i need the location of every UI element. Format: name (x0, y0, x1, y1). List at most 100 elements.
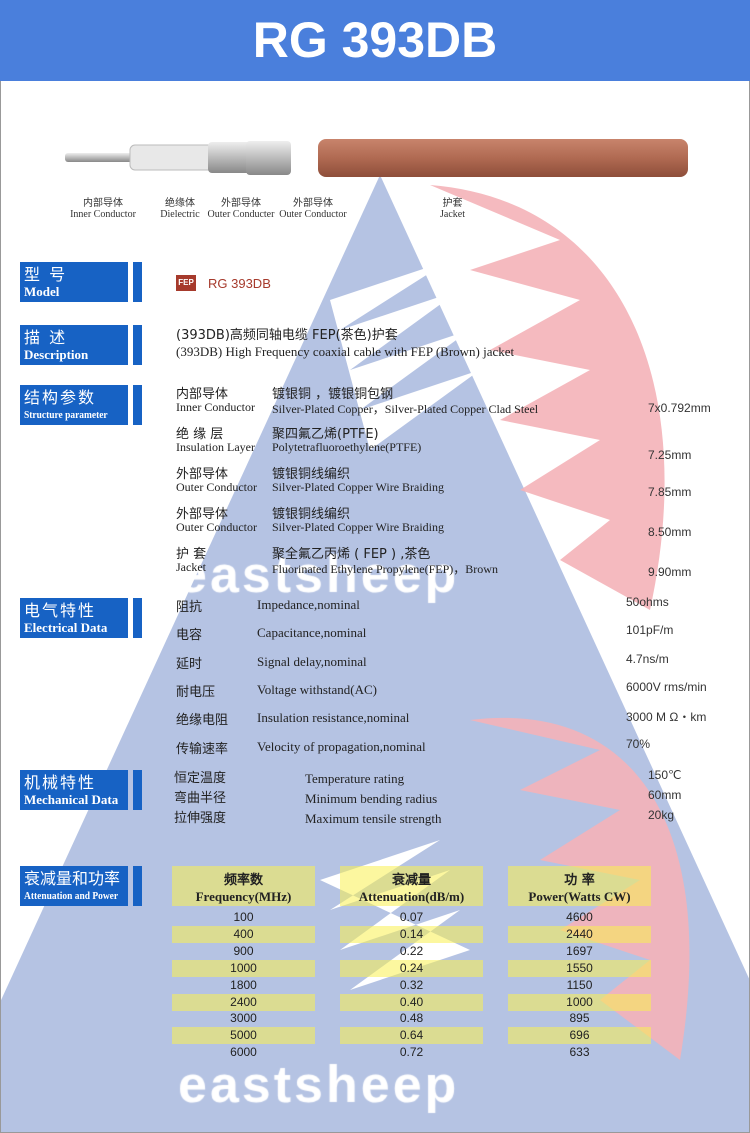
section-label-description: 描 述 Description (20, 325, 128, 365)
electrical-name-en: Capacitance,nominal (257, 625, 367, 641)
electrical-value: 4.7ns/m (626, 651, 669, 666)
table-cell: 0.07 (399, 910, 424, 924)
table-cell: 1800 (230, 977, 257, 992)
electrical-value: 101pF/m (626, 623, 674, 638)
structure-material-cn: 聚全氟乙丙烯 ( FEP ) ,茶色 (272, 547, 431, 562)
electrical-value: 3000 M Ω・km (626, 710, 707, 725)
structure-name-cn: 绝 缘 层 (176, 427, 224, 442)
table-cell: 0.64 (340, 1027, 483, 1045)
model-value: RG 393DB (208, 276, 271, 291)
header-en: Frequency(MHz) (195, 889, 292, 904)
cable-label-en: Outer Conductor (279, 209, 347, 220)
mechanical-name-en: Maximum tensile strength (305, 811, 442, 826)
table-cell: 0.24 (340, 959, 483, 977)
structure-name-cn: 内部导体 (176, 387, 229, 402)
section-bar (133, 325, 142, 365)
section-bar (133, 598, 142, 638)
section-label-attenuation: 衰减量和功率 Attenuation and Power (20, 866, 128, 906)
header-cn: 功 率 (564, 873, 595, 888)
table-cell: 1150 (566, 977, 593, 992)
cable-label-en: Jacket (440, 209, 465, 220)
electrical-name-en: Insulation resistance,nominal (257, 710, 410, 726)
description-en: (393DB) High Frequency coaxial cable wit… (176, 344, 515, 359)
electrical-name-en: Impedance,nominal (257, 597, 360, 612)
cable-label-cn: 护套 (442, 198, 463, 209)
table-cell: 900 (233, 943, 254, 958)
structure-name-en: Inner Conductor (176, 400, 255, 414)
structure-name-cn: 外部导体 (176, 507, 229, 522)
mechanical-name-en: Minimum bending radius (305, 791, 438, 806)
structure-material-cn: 镀银铜 ，镀银铜包钢 (272, 387, 394, 402)
table-header: 频率数 Frequency(MHz) (172, 866, 315, 906)
section-label-electrical: 电气特性 Electrical Data (20, 598, 128, 638)
table-cell: 895 (569, 1011, 590, 1026)
structure-material-en: Silver-Plated Copper Wire Braiding (272, 520, 445, 534)
structure-material-en: Silver-Plated Copper Wire Braiding (272, 480, 445, 494)
table-cell: 5000 (172, 1027, 315, 1045)
structure-value: 7.85mm (648, 485, 692, 499)
structure-material-cn: 镀银铜线编织 (272, 507, 351, 522)
electrical-value: 70% (626, 736, 651, 751)
mechanical-name-cn: 拉伸强度 (174, 811, 227, 826)
table-cell: 100 (233, 910, 254, 924)
table-header: 衰减量 Attenuation(dB/m) (340, 866, 483, 906)
page-title: RG 393DB (0, 0, 750, 81)
electrical-value: 6000V rms/min (626, 679, 707, 694)
structure-value: 7x0.792mm (648, 401, 711, 415)
structure-material-en: Silver-Plated Copper，Silver-Plated Coppe… (272, 402, 539, 416)
table-cell: 400 (172, 925, 315, 943)
electrical-name-cn: 阻抗 (176, 600, 203, 615)
structure-value: 8.50mm (648, 525, 692, 539)
mechanical-value: 150℃ (648, 768, 682, 782)
electrical-name-cn: 延时 (176, 656, 203, 672)
structure-value: 7.25mm (648, 448, 692, 462)
structure-material-cn: 镀银铜线编织 (272, 467, 351, 482)
electrical-name-cn: 绝缘电阻 (176, 713, 229, 729)
description-cn: (393DB)高频同轴电缆 FEP(茶色)护套 (176, 328, 398, 343)
mechanical-value: 60mm (648, 788, 682, 802)
header-cn: 衰减量 (391, 873, 431, 888)
electrical-value: 50ohms (626, 595, 669, 609)
electrical-name-cn: 电容 (176, 628, 203, 644)
structure-name-cn: 护 套 (176, 547, 207, 562)
table-cell: 3000 (230, 1011, 257, 1026)
section-label-model: 型 号 Model (20, 262, 128, 302)
electrical-name-en: Voltage withstand(AC) (257, 681, 377, 697)
table-cell: 0.32 (399, 977, 424, 992)
table-cell: 1550 (508, 959, 651, 977)
table-cell: 0.14 (340, 925, 483, 943)
electrical-name-cn: 传输速率 (176, 741, 229, 757)
cable-label-en: Outer Conducter (207, 209, 275, 220)
cable-label-en: Inner Conductor (70, 209, 136, 220)
section-label-mechanical: 机械特性 Mechanical Data (20, 770, 128, 810)
table-cell: 1697 (566, 943, 593, 958)
cable-label-en: Dielectric (160, 209, 200, 220)
structure-name-en: Jacket (176, 560, 206, 574)
structure-material-cn: 聚四氟乙烯(PTFE) (272, 427, 379, 442)
table-cell: 0.40 (340, 993, 483, 1011)
mechanical-name-en: Temperature rating (305, 771, 405, 786)
structure-value: 9.90mm (648, 565, 692, 579)
table-cell: 6000 (230, 1045, 257, 1060)
mechanical-name-cn: 弯曲半径 (174, 791, 227, 806)
cable-label-cn: 外部导体 (293, 198, 333, 209)
cable-illustration (65, 139, 688, 177)
cable-label-cn: 绝缘体 (165, 198, 195, 209)
table-cell: 633 (569, 1045, 590, 1060)
section-bar (133, 262, 142, 302)
section-label-structure: 结构参数 Structure parameter (20, 385, 128, 425)
header-cn: 频率数 (223, 873, 263, 888)
structure-material-en: Polytetrafluoroethylene(PTFE) (272, 440, 422, 454)
table-cell: 4600 (566, 910, 593, 924)
table-cell: 2440 (508, 925, 651, 943)
section-bar (133, 770, 142, 810)
structure-material-en: Fluorinated Ethylene Propylene(FEP)，Brow… (272, 562, 498, 576)
electrical-name-cn: 耐电压 (176, 684, 216, 700)
table-cell: 2400 (172, 993, 315, 1011)
section-bar (133, 385, 142, 425)
table-header: 功 率 Power(Watts CW) (508, 866, 651, 906)
table-cell: 1000 (508, 993, 651, 1011)
cable-label-cn: 内部导体 (83, 198, 123, 209)
table-cell: 0.72 (399, 1045, 424, 1060)
